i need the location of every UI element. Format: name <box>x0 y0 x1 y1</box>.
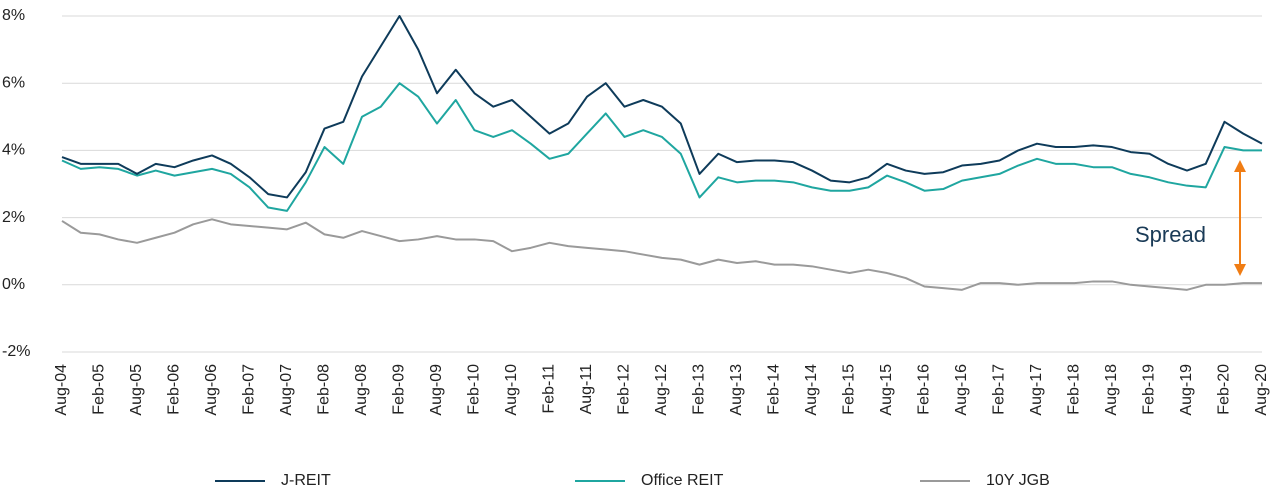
x-tick-label: Aug-06 <box>203 364 220 416</box>
x-tick-label: Aug-12 <box>653 364 670 416</box>
x-tick-label: Feb-08 <box>316 364 333 415</box>
x-tick-label: Aug-05 <box>128 364 145 416</box>
y-tick-label: 8% <box>2 7 25 24</box>
x-tick-label: Feb-16 <box>916 364 933 415</box>
y-tick-label: 4% <box>2 142 25 159</box>
x-tick-label: Aug-04 <box>53 364 70 416</box>
y-tick-label: 0% <box>2 276 25 293</box>
x-tick-label: Feb-15 <box>841 364 858 415</box>
x-tick-label: Feb-17 <box>991 364 1008 415</box>
x-tick-label: Feb-18 <box>1066 364 1083 415</box>
x-tick-label: Aug-13 <box>728 364 745 416</box>
x-tick-label: Feb-10 <box>466 364 483 415</box>
x-tick-label: Aug-09 <box>428 364 445 416</box>
legend-label: Office REIT <box>641 472 724 489</box>
series-line <box>61 82 1262 212</box>
series-line <box>61 218 1262 291</box>
series-line <box>61 15 1263 199</box>
x-tick-label: Feb-06 <box>166 364 183 415</box>
x-tick-label: Feb-07 <box>241 364 258 415</box>
x-tick-label: Feb-05 <box>91 364 108 415</box>
x-tick-label: Aug-10 <box>503 364 520 416</box>
legend-label: 10Y JGB <box>986 472 1050 489</box>
x-tick-label: Feb-20 <box>1216 364 1233 415</box>
x-tick-label: Feb-13 <box>691 364 708 415</box>
x-tick-label: Aug-18 <box>1103 364 1120 416</box>
legend-label: J-REIT <box>281 472 331 489</box>
x-tick-label: Aug-11 <box>578 364 595 415</box>
x-tick-label: Aug-17 <box>1028 364 1045 416</box>
annotation: Spread <box>1135 222 1206 247</box>
x-tick-label: Aug-08 <box>353 364 370 416</box>
x-tick-label: Aug-20 <box>1253 364 1270 416</box>
x-tick-label: Aug-16 <box>953 364 970 416</box>
y-tick-label: 6% <box>2 74 25 91</box>
x-tick-label: Feb-19 <box>1141 364 1158 415</box>
x-tick-label: Feb-14 <box>766 364 783 415</box>
y-tick-label: -2% <box>2 343 30 360</box>
x-tick-label: Aug-19 <box>1178 364 1195 416</box>
x-tick-label: Aug-14 <box>803 364 820 416</box>
x-tick-label: Feb-12 <box>616 364 633 415</box>
x-tick-label: Feb-11 <box>541 364 558 414</box>
x-tick-label: Aug-07 <box>278 364 295 416</box>
x-tick-label: Aug-15 <box>878 364 895 416</box>
y-tick-label: 2% <box>2 209 25 226</box>
x-tick-label: Feb-09 <box>391 364 408 415</box>
